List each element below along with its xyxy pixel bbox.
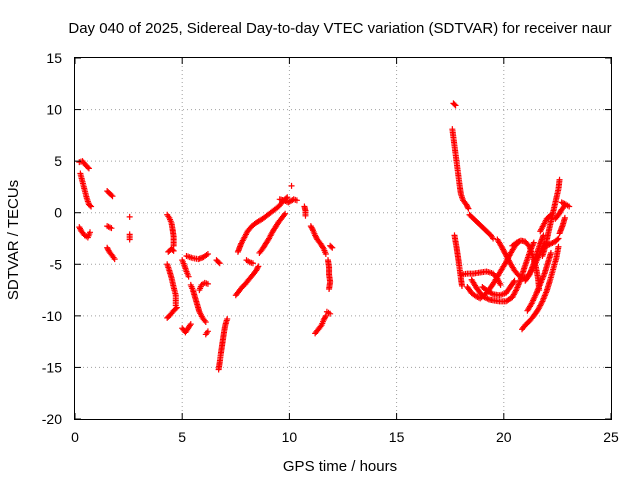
data-point (204, 328, 211, 335)
data-point (465, 205, 472, 212)
data-point (107, 224, 114, 231)
data-point (547, 249, 554, 256)
data-point (547, 211, 554, 218)
y-tick-label: -20 (42, 411, 62, 427)
data-point (561, 214, 568, 221)
y-tick-label: 15 (46, 50, 62, 66)
data-point (202, 319, 209, 326)
y-tick-label: -15 (42, 359, 62, 375)
data-point (322, 314, 329, 321)
data-point (511, 277, 518, 284)
data-point (170, 242, 177, 249)
data-point (525, 272, 532, 279)
data-point (84, 164, 91, 171)
data-point (490, 235, 497, 242)
data-point (328, 243, 335, 250)
data-point (201, 317, 208, 324)
data-point (556, 176, 563, 183)
data-point (126, 236, 133, 243)
data-point (546, 212, 553, 219)
data-point (254, 264, 261, 271)
chart-title: Day 040 of 2025, Sidereal Day-to-day VTE… (68, 20, 611, 37)
data-point (322, 250, 329, 257)
data-point (319, 244, 326, 251)
data-point (327, 310, 334, 317)
y-tick-label: -10 (42, 308, 62, 324)
data-point (108, 192, 115, 199)
y-tick-label: -5 (50, 256, 63, 272)
data-point (329, 244, 336, 251)
data-point (309, 225, 316, 232)
data-point (172, 305, 179, 312)
data-point (204, 250, 211, 257)
data-point (282, 210, 289, 217)
data-point (216, 260, 223, 267)
data-point (281, 212, 288, 219)
x-tick-label: 5 (178, 429, 186, 445)
data-point (170, 247, 177, 254)
plot-frame (74, 57, 612, 420)
data-point (452, 102, 459, 109)
data-point (173, 304, 180, 311)
data-point (566, 203, 573, 210)
data-point (204, 280, 211, 287)
data-point (85, 165, 92, 172)
grid-lines (75, 58, 611, 419)
x-axis-label: GPS time / hours (283, 458, 397, 475)
data-point (458, 282, 465, 289)
data-point (126, 213, 133, 220)
data-point (538, 299, 545, 306)
data-point (555, 243, 562, 250)
data-point (451, 101, 458, 108)
data-point (488, 290, 495, 297)
y-tick-label: 5 (54, 153, 62, 169)
data-point (293, 197, 300, 204)
data-point (187, 321, 194, 328)
y-axis-label: SDTVAR / TECUs (5, 180, 22, 300)
data-point (105, 223, 112, 230)
x-tick-label: 10 (282, 429, 298, 445)
data-point (185, 273, 192, 280)
data-point (555, 235, 562, 242)
data-point (88, 203, 95, 210)
data-point (109, 193, 116, 200)
data-point (224, 315, 231, 322)
data-point (510, 279, 517, 286)
data-point (255, 263, 262, 270)
data-point (288, 182, 295, 189)
data-point (249, 260, 256, 267)
data-point (322, 312, 329, 319)
data-point (87, 202, 94, 209)
y-tick-label: 10 (46, 102, 62, 118)
data-point (554, 236, 561, 243)
data-point (317, 323, 324, 330)
data-point (186, 322, 193, 329)
x-tick-label: 0 (71, 429, 79, 445)
data-point (530, 239, 537, 246)
data-point (464, 204, 471, 211)
data-point (169, 246, 176, 253)
data-point (108, 225, 115, 232)
x-tick-label: 20 (496, 429, 512, 445)
x-tick-label: 15 (389, 429, 405, 445)
data-point (302, 212, 309, 219)
data-point (326, 286, 333, 293)
data-point (87, 229, 94, 236)
x-tick-label: 25 (603, 429, 619, 445)
data-points (76, 100, 573, 373)
y-tick-label: 0 (54, 205, 62, 221)
data-point (215, 259, 222, 266)
data-point (497, 281, 504, 288)
data-point (512, 287, 519, 294)
data-point (111, 256, 118, 263)
axis-ticks: 0 5 10 15 20 25 15 10 5 0 -5 -10 -15 -20 (42, 50, 619, 445)
